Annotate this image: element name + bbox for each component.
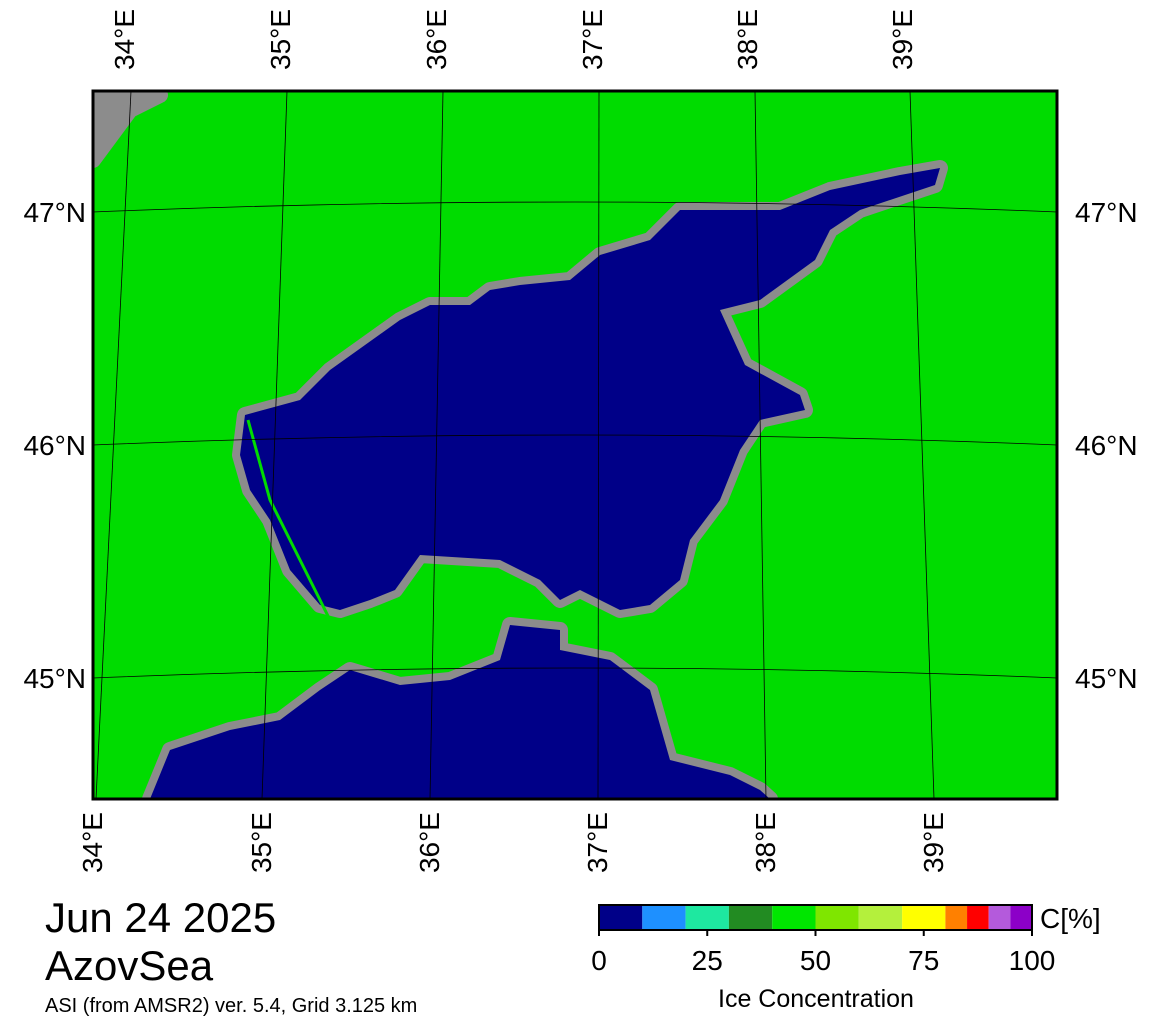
colorbar-segment <box>858 905 903 930</box>
lon-label-top: 34°E <box>109 9 140 70</box>
lon-label-bottom: 38°E <box>750 812 781 873</box>
colorbar-segment <box>815 905 859 930</box>
lat-label-left: 46°N <box>23 430 86 461</box>
map-area <box>93 91 1057 799</box>
colorbar-label: Ice Concentration <box>718 985 914 1013</box>
colorbar-segment <box>1010 905 1032 930</box>
colorbar-tick-label: 25 <box>692 945 723 976</box>
lon-label-top: 39°E <box>887 9 918 70</box>
sea <box>150 168 940 799</box>
lon-label-bottom: 34°E <box>77 812 108 873</box>
lon-label-top: 35°E <box>265 9 296 70</box>
colorbar-tick-label: 75 <box>908 945 939 976</box>
lat-label-right: 47°N <box>1075 197 1138 228</box>
colorbar-segment <box>988 905 1011 930</box>
lon-label-bottom: 37°E <box>582 812 613 873</box>
colorbar-tick-label: 0 <box>591 945 607 976</box>
colorbar-segment <box>642 905 686 930</box>
lon-label-bottom: 39°E <box>918 812 949 873</box>
colorbar-segment <box>902 905 946 930</box>
colorbar-tick-label: 50 <box>800 945 831 976</box>
lon-label-top: 37°E <box>577 9 608 70</box>
colorbar-segment <box>685 905 729 930</box>
lon-label-bottom: 35°E <box>246 812 277 873</box>
lat-label-right: 45°N <box>1075 663 1138 694</box>
colorbar-segment <box>945 905 968 930</box>
colorbar-segment <box>728 905 773 930</box>
colorbar-segment <box>772 905 816 930</box>
lat-label-left: 47°N <box>23 197 86 228</box>
lat-label-left: 45°N <box>23 663 86 694</box>
lon-label-bottom: 36°E <box>414 812 445 873</box>
region: AzovSea <box>45 942 214 989</box>
graticule <box>93 91 1057 799</box>
colorbar-segment <box>967 905 989 930</box>
colorbar-unit: C[%] <box>1040 903 1101 934</box>
colorbar-tick-label: 100 <box>1009 945 1056 976</box>
lon-label-top: 36°E <box>421 9 452 70</box>
arabat-spit <box>246 419 332 621</box>
colorbar-segment <box>599 905 643 930</box>
lon-label-top: 38°E <box>732 9 763 70</box>
map-frame <box>91 89 1059 801</box>
source: ASI (from AMSR2) ver. 5.4, Grid 3.125 km <box>45 995 417 1017</box>
date: Jun 24 2025 <box>45 894 276 941</box>
lat-label-right: 46°N <box>1075 430 1138 461</box>
